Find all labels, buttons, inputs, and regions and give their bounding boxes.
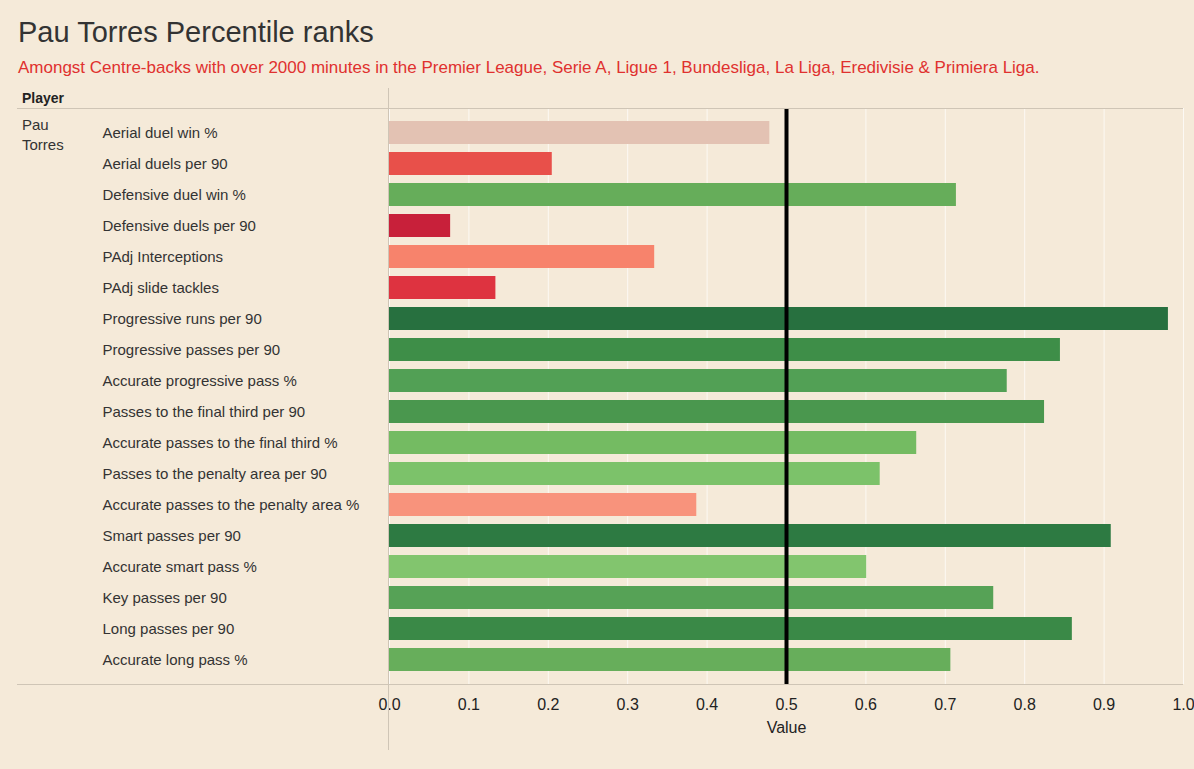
svg-text:Accurate passes to the final t: Accurate passes to the final third % <box>103 434 338 451</box>
svg-text:0.1: 0.1 <box>458 696 480 713</box>
svg-text:0.8: 0.8 <box>1014 696 1036 713</box>
html-text:Amongst Centre-backs with over: Amongst Centre-backs with over 2000 minu… <box>18 58 1040 77</box>
svg-text:Aerial duel win %: Aerial duel win % <box>103 124 218 141</box>
svg-text:PAdj Interceptions: PAdj Interceptions <box>103 248 224 265</box>
html-text:Pau Torres: Pau Torres <box>22 116 64 153</box>
svg-text:Accurate long pass %: Accurate long pass % <box>103 651 248 668</box>
svg-text:Value: Value <box>767 719 807 736</box>
svg-text:0.7: 0.7 <box>934 696 956 713</box>
svg-text:0.9: 0.9 <box>1093 696 1115 713</box>
svg-text:PAdj slide tackles: PAdj slide tackles <box>103 279 219 296</box>
svg-text:Progressive runs per 90: Progressive runs per 90 <box>103 310 262 327</box>
svg-text:Passes to the final third per: Passes to the final third per 90 <box>103 403 306 420</box>
html-text:Player: Player <box>22 90 64 106</box>
svg-text:Defensive duel win %: Defensive duel win % <box>103 186 246 203</box>
html-text:Pau Torres Percentile ranks: Pau Torres Percentile ranks <box>18 16 374 48</box>
svg-text:0.3: 0.3 <box>617 696 639 713</box>
svg-text:Progressive passes per 90: Progressive passes per 90 <box>103 341 281 358</box>
svg-text:0.2: 0.2 <box>537 696 559 713</box>
svg-text:0.5: 0.5 <box>775 696 797 713</box>
svg-text:Accurate smart pass %: Accurate smart pass % <box>103 558 257 575</box>
svg-text:Passes to the penalty area per: Passes to the penalty area per 90 <box>103 465 327 482</box>
svg-text:Accurate progressive pass %: Accurate progressive pass % <box>103 372 297 389</box>
svg-text:Long passes per 90: Long passes per 90 <box>103 620 235 637</box>
svg-text:0.6: 0.6 <box>855 696 877 713</box>
svg-text:1.0: 1.0 <box>1172 696 1194 713</box>
svg-text:Defensive duels per 90: Defensive duels per 90 <box>103 217 256 234</box>
svg-text:Aerial duels per 90: Aerial duels per 90 <box>103 155 228 172</box>
svg-text:Key passes per 90: Key passes per 90 <box>103 589 227 606</box>
svg-text:Smart passes per 90: Smart passes per 90 <box>103 527 241 544</box>
svg-text:0.4: 0.4 <box>696 696 718 713</box>
svg-text:Accurate passes to the penalty: Accurate passes to the penalty area % <box>103 496 360 513</box>
svg-text:0.0: 0.0 <box>378 696 400 713</box>
